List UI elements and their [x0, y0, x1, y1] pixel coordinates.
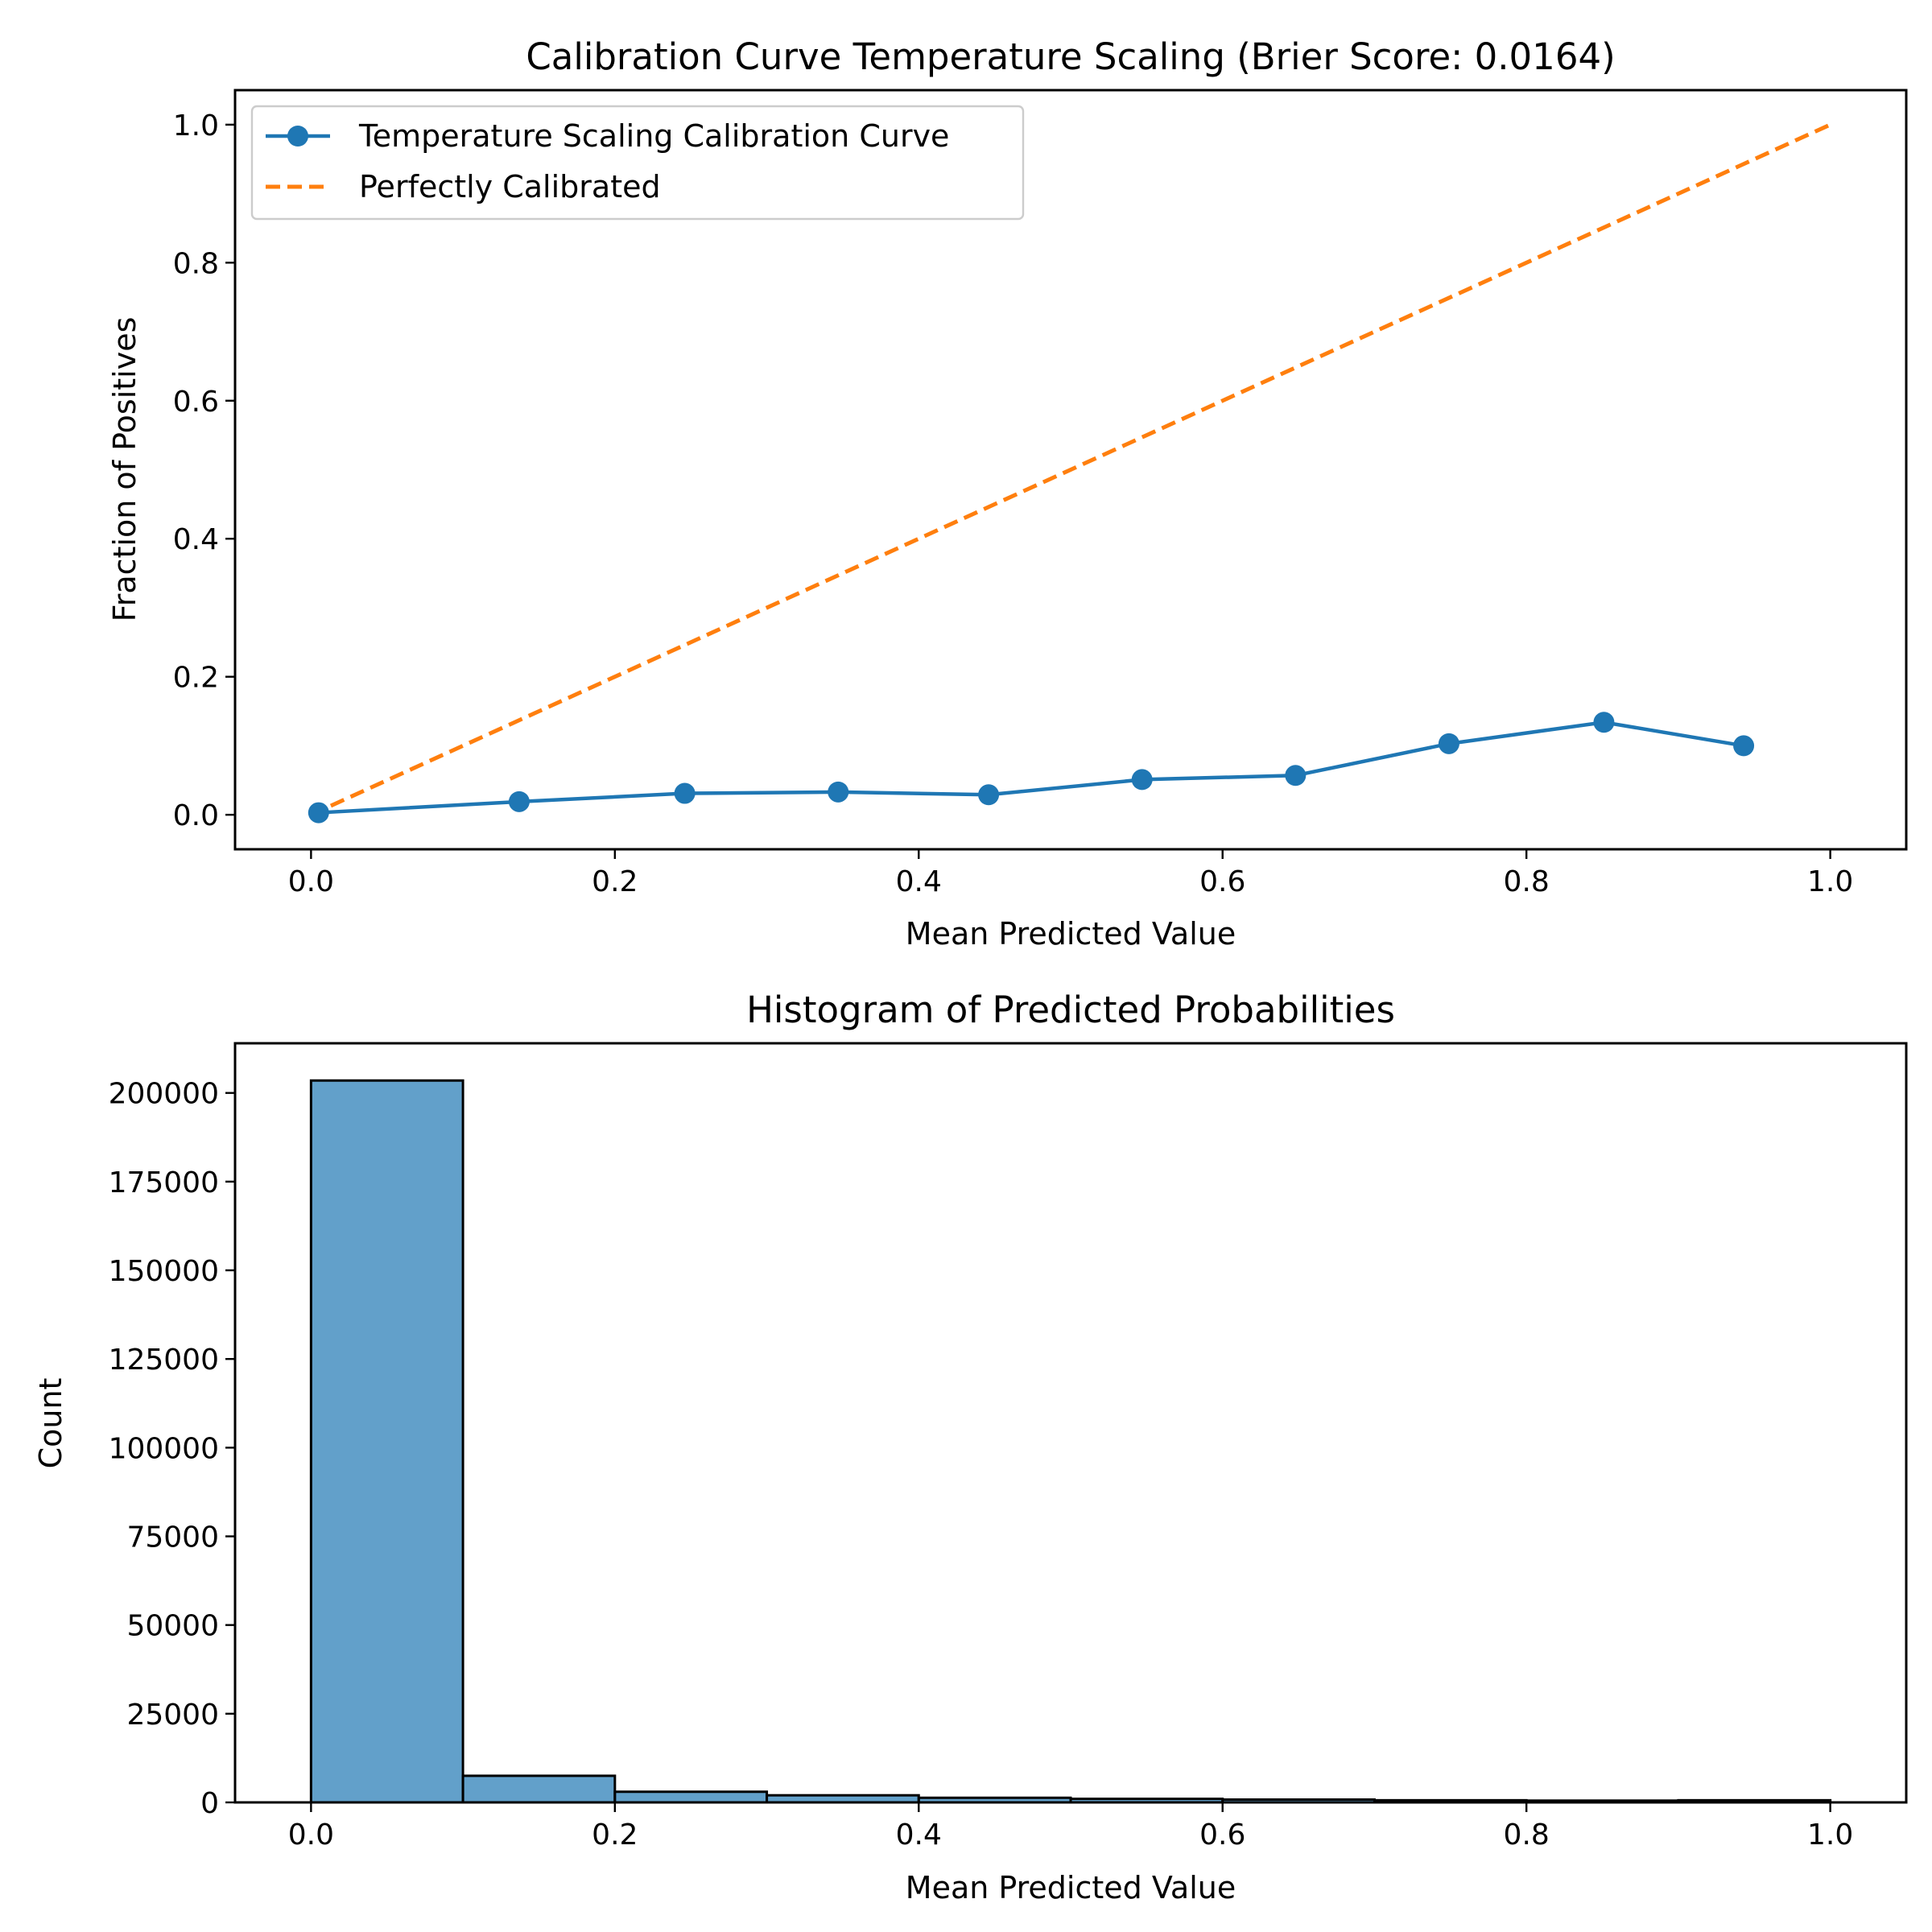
- y-tick-label: 0.8: [173, 247, 219, 280]
- histogram-bar: [461, 1774, 617, 1804]
- y-tick-label: 50000: [126, 1610, 219, 1643]
- calibration-x-axis-label: Mean Predicted Value: [906, 916, 1236, 952]
- x-tick-label: 0.6: [1199, 1818, 1245, 1852]
- y-tick-label: 125000: [109, 1344, 219, 1377]
- histogram-axes-frame: [233, 1042, 1908, 1804]
- histogram-title: Histogram of Predicted Probabilities: [746, 989, 1395, 1031]
- calibration-point: [308, 802, 329, 824]
- calibration-point: [508, 791, 530, 812]
- x-tick-label: 0.0: [288, 865, 334, 898]
- y-tick-label: 1.0: [173, 109, 219, 142]
- y-tick-label: 75000: [126, 1521, 219, 1554]
- calibration-curve-line: [318, 720, 1744, 815]
- y-tick-label: 0: [200, 1787, 219, 1820]
- legend-marker-calibration-curve: [287, 126, 308, 147]
- calibration-y-axis-label: Fraction of Positives: [107, 317, 142, 622]
- calibration-point: [1285, 765, 1307, 786]
- y-tick-label: 0.4: [173, 523, 219, 556]
- histogram-plot: Histogram of Predicted Probabilities 0 25…: [33, 989, 1908, 1905]
- calibration-plot: Calibration Curve Temperature Scaling (B…: [107, 35, 1908, 952]
- x-tick-label: 0.0: [288, 1818, 334, 1852]
- y-tick-label: 0.0: [173, 799, 219, 832]
- y-tick-label: 175000: [109, 1166, 219, 1199]
- calibration-point: [828, 781, 849, 803]
- x-tick-label: 0.2: [592, 1818, 638, 1852]
- calibration-point: [1131, 769, 1153, 791]
- histogram-bar: [309, 1079, 464, 1804]
- x-tick-label: 0.6: [1199, 865, 1245, 898]
- histogram-x-ticks: 0.0 0.2 0.4 0.6 0.8 1.0: [288, 1802, 1853, 1852]
- calibration-point: [674, 782, 696, 804]
- histogram-bars: [309, 1079, 1832, 1804]
- calibration-point: [978, 784, 1000, 806]
- legend-label-calibration-curve: Temperature Scaling Calibration Curve: [358, 118, 949, 154]
- y-tick-label: 0.6: [173, 386, 219, 419]
- y-tick-label: 0.2: [173, 662, 219, 695]
- x-tick-label: 0.4: [896, 865, 942, 898]
- x-tick-label: 1.0: [1807, 865, 1853, 898]
- calibration-point: [1593, 712, 1615, 733]
- calibration-legend: Temperature Scaling Calibration Curve Pe…: [250, 105, 1025, 221]
- legend-label-perfectly-calibrated: Perfectly Calibrated: [359, 169, 661, 204]
- x-tick-label: 1.0: [1807, 1818, 1853, 1852]
- perfectly-calibrated-line: [310, 122, 1831, 817]
- calibration-x-ticks: 0.0 0.2 0.4 0.6 0.8 1.0: [288, 849, 1853, 898]
- calibration-y-ticks: 0.0 0.2 0.4 0.6 0.8 1.0: [173, 109, 235, 832]
- y-tick-label: 150000: [109, 1255, 219, 1288]
- y-tick-label: 200000: [109, 1078, 219, 1111]
- histogram-y-ticks: 0 25000 50000 75000 100000 125000 150000 175000…: [109, 1078, 235, 1820]
- histogram-bar: [613, 1790, 769, 1804]
- calibration-axes-frame: [233, 89, 1908, 851]
- histogram-y-axis-label: Count: [33, 1378, 68, 1469]
- histogram-x-axis-label: Mean Predicted Value: [906, 1870, 1236, 1905]
- calibration-title: Calibration Curve Temperature Scaling (B…: [526, 35, 1615, 78]
- legend-box: [250, 105, 1025, 221]
- y-tick-label: 100000: [109, 1432, 219, 1465]
- x-tick-label: 0.2: [592, 865, 638, 898]
- calibration-point: [1733, 735, 1755, 757]
- x-tick-label: 0.4: [896, 1818, 942, 1852]
- x-tick-label: 0.8: [1504, 865, 1550, 898]
- calibration-curve-markers: [308, 712, 1755, 824]
- y-tick-label: 25000: [126, 1699, 219, 1732]
- calibration-point: [1438, 733, 1459, 754]
- x-tick-label: 0.8: [1504, 1818, 1550, 1852]
